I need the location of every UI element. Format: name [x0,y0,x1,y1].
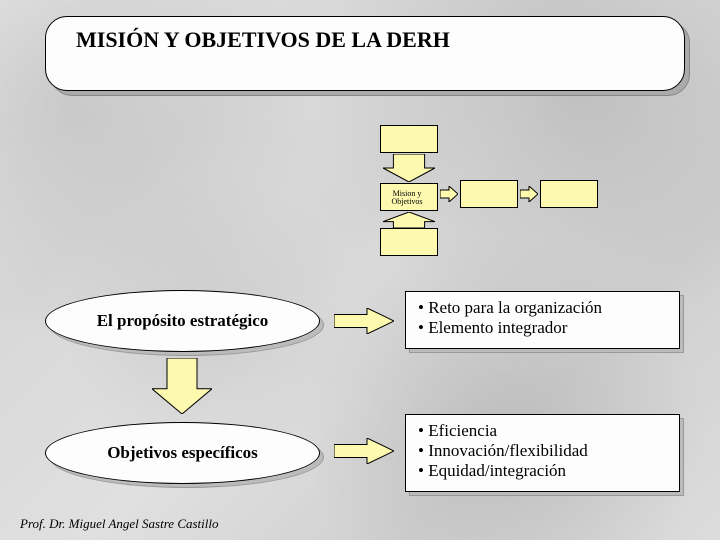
diagram-box [380,125,438,153]
bullet-line: • Eficiencia [418,421,667,441]
ellipse-objetivos: Objetivos específicos [45,422,324,488]
bullet-line: • Reto para la organización [418,298,667,318]
diagram-arrow [383,212,435,228]
diagram-box [540,180,598,208]
diagram-arrow [520,186,538,202]
ellipse-proposito-label: El propósito estratégico [97,311,269,331]
ellipse-proposito: El propósito estratégico [45,290,324,356]
footer-text: Prof. Dr. Miguel Angel Sastre Castillo [20,516,219,531]
diagram-arrow [383,154,435,182]
ellipse-objetivos-label: Objetivos específicos [107,443,258,463]
diagram-arrow [440,186,458,202]
bullet-line: • Elemento integrador [418,318,667,338]
bullet-line: • Equidad/integración [418,461,667,481]
footer: Prof. Dr. Miguel Angel Sastre Castillo [20,516,219,532]
info-objetivos: • Eficiencia• Innovación/flexibilidad• E… [405,414,680,492]
arrow-right-0 [334,308,394,334]
arrow-right-1 [334,438,394,464]
title-text: MISIÓN Y OBJETIVOS DE LA DERH [76,27,450,53]
diagram-box [460,180,518,208]
bullet-line: • Innovación/flexibilidad [418,441,667,461]
title-box: MISIÓN Y OBJETIVOS DE LA DERH [45,16,685,91]
diagram-box [380,228,438,256]
info-proposito: • Reto para la organización• Elemento in… [405,291,680,349]
arrow-down [152,358,212,414]
diagram-center-label: Mision y Objetivos [382,190,432,206]
